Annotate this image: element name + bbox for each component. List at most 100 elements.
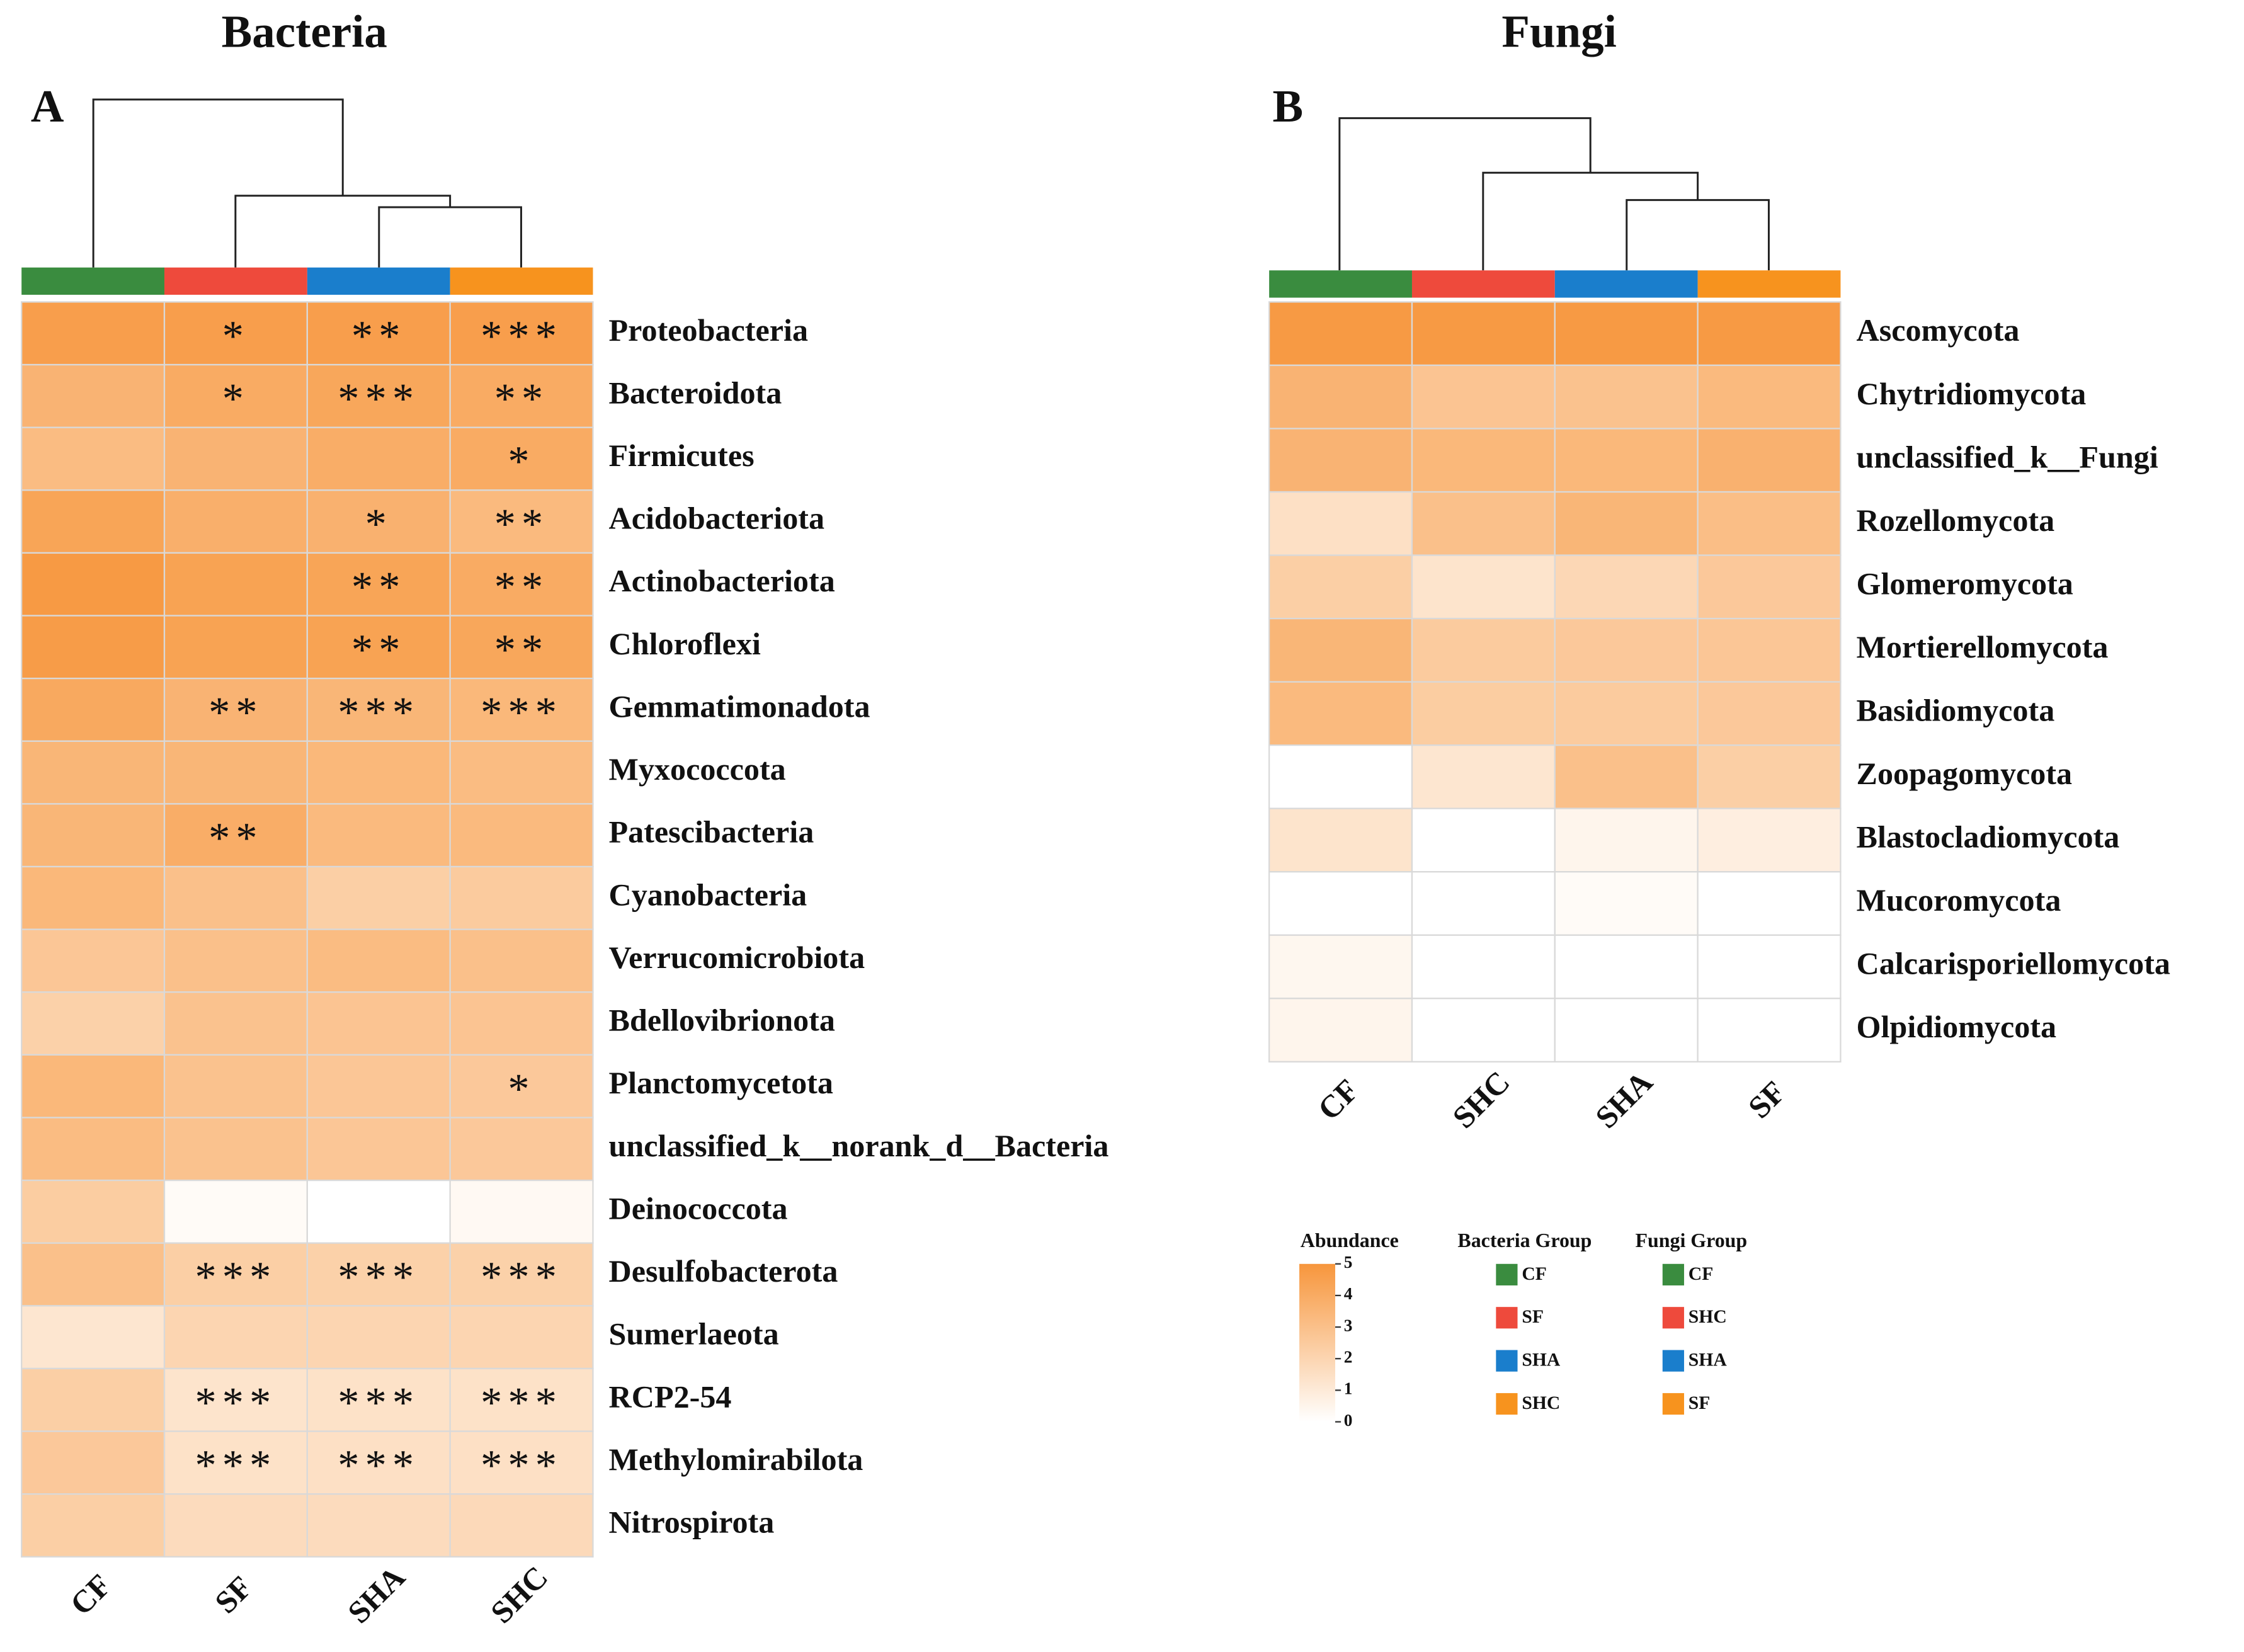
heatmap-cell [21,1242,166,1307]
heatmap-cell [163,1430,308,1495]
heatmap-cell [21,1054,166,1119]
heatmap-cell [1554,807,1699,873]
heatmap-cell [163,426,308,491]
significance-label: *** [481,1379,562,1427]
heatmap-cell [449,552,594,617]
heatmap-cell [306,740,451,805]
row-label: Acidobacteriota [609,501,825,536]
legend-label: SHC [1522,1393,1560,1413]
row-label: Desulfobacterota [609,1253,838,1289]
row-label: Basidiomycota [1857,692,2055,727]
legend-label: CF [1522,1264,1547,1284]
row-label: Gemmatimonadota [609,688,870,724]
heatmap-cell [1268,934,1413,1000]
heatmap-cell [1411,617,1556,683]
heatmap-cell [21,991,166,1056]
row-label: Mortierellomycota [1857,629,2109,664]
heatmap-cell [1554,491,1699,556]
colorbar-tick-label: 1 [1344,1379,1353,1398]
row-label: Proteobacteria [609,312,809,348]
legend-label: CF [1689,1264,1713,1284]
legend-swatch [1662,1350,1684,1372]
heatmap-cell [306,1493,451,1558]
significance-label: *** [338,688,419,736]
significance-label: *** [195,1253,276,1301]
heatmap-cell [449,1430,594,1495]
heatmap-cell [1411,301,1556,367]
significance-label: * [222,312,249,360]
heatmap-cell [21,615,166,680]
heatmap-cell [21,1179,166,1244]
heatmap-cell [449,1179,594,1244]
significance-label: *** [481,688,562,736]
heatmap-cell [306,552,451,617]
heatmap-cell [1411,364,1556,430]
heatmap-cell [21,301,166,366]
heatmap-cell [306,1305,451,1370]
group-color-bar [1411,270,1555,298]
significance-label: *** [338,1253,419,1301]
heatmap-cell [1697,934,1842,1000]
column-label: SF [208,1569,259,1620]
legend-swatch [1662,1307,1684,1329]
heatmap-cell [306,1054,451,1119]
colorbar-tick-label: 5 [1344,1253,1353,1272]
row-label: Chloroflexi [609,626,761,661]
heatmap-cell [1697,681,1842,746]
heatmap-cell [1411,744,1556,809]
heatmap-cell [1697,617,1842,683]
heatmap-cell [1554,681,1699,746]
chart-title: Bacteria [222,6,387,57]
significance-label: ** [208,688,263,736]
column-label: SHC [1445,1064,1517,1136]
heatmap-cell [1268,617,1413,683]
heatmap-cell [163,1179,308,1244]
heatmap-cell [21,928,166,993]
row-label: Bdellovibrionota [609,1003,835,1038]
heatmap-cell [163,1117,308,1182]
significance-label: ** [494,500,549,548]
heatmap-cell [163,991,308,1056]
heatmap-cell [21,1430,166,1495]
heatmap-cell [163,552,308,617]
significance-label: ** [494,625,549,673]
group-color-bar [1269,270,1412,298]
heatmap-cell [1268,428,1413,493]
heatmap-cell [1697,301,1842,367]
significance-label: *** [338,1379,419,1427]
legend-swatch [1496,1263,1518,1285]
heatmap-cell [1554,617,1699,683]
heatmap-cell [1411,934,1556,1000]
heatmap-cell [306,991,451,1056]
heatmap-cell [21,740,166,805]
group-color-bar [21,267,165,295]
row-label: unclassified_k__Fungi [1857,439,2158,474]
significance-label: *** [338,375,419,423]
heatmap-cell [306,615,451,680]
group-color-bar [1697,270,1841,298]
heatmap-cell [163,740,308,805]
heatmap-cell [163,1242,308,1307]
heatmap-cell [306,678,451,742]
colorbar-tick-label: 0 [1344,1411,1353,1430]
column-label: CF [63,1567,118,1622]
heatmap-cell [1411,428,1556,493]
heatmap-cell [163,1493,308,1558]
heatmap-cell [449,865,594,930]
heatmap-cell [163,1305,308,1370]
colorbar [1299,1263,1336,1422]
heatmap-cell [1268,364,1413,430]
significance-label: * [508,438,535,486]
row-label: Sumerlaeota [609,1316,779,1352]
heatmap-cell [306,803,451,868]
heatmap-cell [1697,871,1842,936]
row-label: Chytridiomycota [1857,376,2087,411]
heatmap-cell [21,426,166,491]
significance-label: * [365,500,392,548]
row-label: unclassified_k__norank_d__Bacteria [609,1128,1109,1163]
row-label: Blastocladiomycota [1857,819,2120,854]
heatmap-cell [21,552,166,617]
legend-label: SF [1522,1307,1544,1327]
heatmap-cell [1554,744,1699,809]
